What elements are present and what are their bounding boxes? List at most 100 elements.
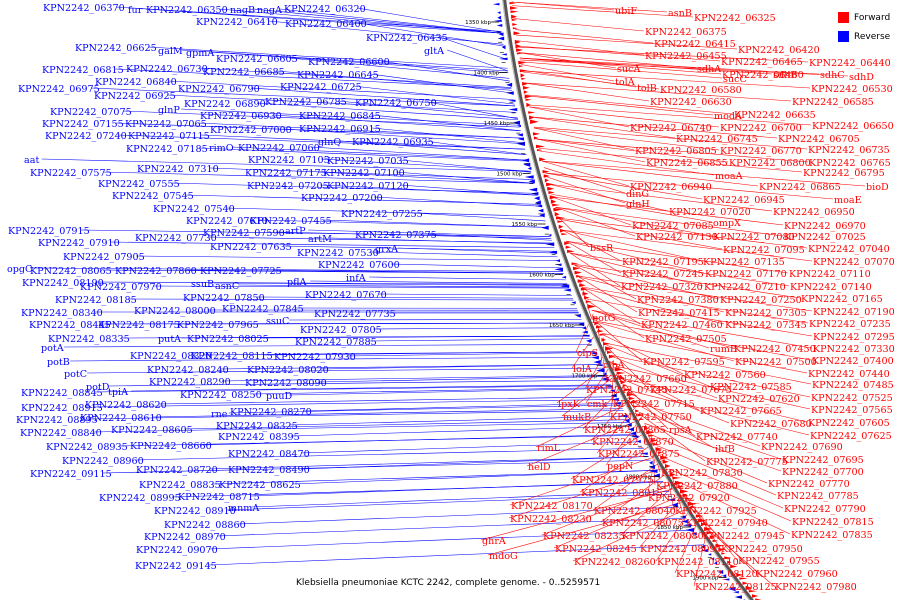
forward-feature xyxy=(519,65,523,67)
gene-label: KPN2242_06685 xyxy=(203,67,285,78)
gene-label: bioD xyxy=(866,182,889,193)
forward-feature xyxy=(601,338,606,342)
legend-reverse: Reverse xyxy=(838,27,900,46)
gene-label: tpiA xyxy=(108,387,129,398)
gene-label: KPN2242_07035 xyxy=(327,156,409,167)
gene-label: KPN2242_07110 xyxy=(789,269,871,280)
gene-label: KPN2242_07375 xyxy=(355,230,437,241)
gene-label: KPN2242_07025 xyxy=(784,232,866,243)
gene-label: KPN2242_08270 xyxy=(230,407,312,418)
gene-label: KPN2242_06370 xyxy=(43,3,125,14)
forward-feature xyxy=(663,460,669,464)
gene-label: KPN2242_08000 xyxy=(134,306,216,317)
gene-label: KPN2242_06325 xyxy=(694,13,776,24)
label-connector xyxy=(256,297,573,298)
gene-label: KPN2242_07600 xyxy=(318,260,400,271)
gene-label: moaE xyxy=(834,195,862,206)
gene-label: nagA xyxy=(257,5,283,16)
gene-label: KPN2242_07560 xyxy=(684,370,766,381)
gene-label: KPN2242_08065 xyxy=(30,266,112,277)
forward-feature xyxy=(579,283,586,287)
gene-label: KPN2242_07620 xyxy=(718,394,800,405)
gene-label: KPN2242_06700 xyxy=(720,123,802,134)
gene-label: KPN2242_07250 xyxy=(720,295,802,306)
gene-label: KPN2242_06770 xyxy=(720,146,802,157)
gene-label: KPN2242_07245 xyxy=(622,269,704,280)
reverse-feature xyxy=(576,314,581,318)
gene-label: KPN2242_08490 xyxy=(228,465,310,476)
gene-label: KPN2242_08040 xyxy=(594,506,676,517)
gene-label: KPN2242_07310 xyxy=(137,164,219,175)
gene-label: KPN2242_07205 xyxy=(247,181,329,192)
gene-label: KPN2242_06915 xyxy=(299,124,381,135)
gene-label: KPN2242_08860 xyxy=(164,520,246,531)
gene-label: KPN2242_08170 xyxy=(511,501,593,512)
gene-label: KPN2242_07605 xyxy=(808,418,890,429)
gene-label: KPN2242_07920 xyxy=(648,493,730,504)
gene-label: KPN2242_08080 xyxy=(622,531,704,542)
forward-feature xyxy=(559,225,564,229)
gene-label: galM xyxy=(158,46,183,57)
gene-label: KPN2242_07120 xyxy=(327,181,409,192)
forward-feature xyxy=(582,292,588,296)
gene-label: KPN2242_07575 xyxy=(30,168,112,179)
gene-label: KPN2242_07170 xyxy=(705,269,787,280)
gene-label: KPN2242_06930 xyxy=(200,111,282,122)
gene-label: KPN2242_06945 xyxy=(703,195,785,206)
gene-label: KPN2242_06725 xyxy=(280,82,362,93)
gene-label: KPN2242_06790 xyxy=(178,84,260,95)
forward-feature xyxy=(560,229,565,233)
scale-tick-label: 1500 kbp xyxy=(496,172,522,178)
gene-label: KPN2242_08610 xyxy=(80,413,162,424)
reverse-feature xyxy=(561,276,566,279)
reverse-feature xyxy=(528,167,532,170)
gene-label: KPN2242_06735 xyxy=(808,145,890,156)
gene-label: KPN2242_07775 xyxy=(706,457,788,468)
label-connector xyxy=(514,19,644,31)
forward-feature xyxy=(521,78,526,80)
gene-label: gpmA xyxy=(186,48,215,59)
reverse-feature xyxy=(582,326,586,329)
gene-label: KPN2242_06705 xyxy=(778,134,860,145)
gene-label: KPN2242_07880 xyxy=(656,481,738,492)
gene-label: KPN2242_06750 xyxy=(355,98,437,109)
gene-label: KPN2242_07770 xyxy=(768,479,850,490)
legend: Forward Reverse xyxy=(838,8,900,46)
reverse-feature xyxy=(506,83,512,87)
gene-label: KPN2242_07545 xyxy=(112,191,194,202)
gene-label: KPN2242_08715 xyxy=(178,492,260,503)
forward-feature xyxy=(545,178,549,182)
gene-label: KPN2242_07875 xyxy=(598,449,680,460)
gene-label: bssR xyxy=(590,243,614,254)
reverse-feature xyxy=(554,268,563,272)
gene-label: KPN2242_08935 xyxy=(46,442,128,453)
gene-label: KPN2242_06465 xyxy=(721,57,803,68)
gene-label: KPN2242_07925 xyxy=(675,506,757,517)
forward-feature xyxy=(603,342,610,345)
gene-label: KPN2242_07695 xyxy=(782,455,864,466)
gene-label: KPN2242_07140 xyxy=(790,282,872,293)
gene-label: KPN2242_07980 xyxy=(775,582,857,593)
reverse-feature xyxy=(557,263,562,266)
reverse-feature xyxy=(649,465,655,469)
label-connector xyxy=(89,410,624,419)
gene-label: KPN2242_07870 xyxy=(592,437,674,448)
gene-label: rumB xyxy=(710,344,737,355)
gene-label: KPN2242_08245 xyxy=(555,544,637,555)
label-connector xyxy=(512,6,693,17)
gene-label: KPN2242_07970 xyxy=(80,282,162,293)
gene-label: KPN2242_08025 xyxy=(187,334,269,345)
genome-map: 1350 kbp1400 kbp1450 kbp1500 kbp1550 kbp… xyxy=(0,0,900,600)
scale-tick-label: 1550 kbp xyxy=(511,222,537,228)
gene-label: KPN2242_08835 xyxy=(139,480,221,491)
gene-label: KPN2242_07945 xyxy=(703,531,785,542)
gene-label: ssuC xyxy=(266,316,289,327)
gene-label: KPN2242_06635 xyxy=(734,110,816,121)
gene-label: mnmA xyxy=(228,503,260,514)
reverse-feature xyxy=(735,595,742,599)
reverse-feature xyxy=(535,205,542,208)
gene-label: KPN2242_06890 xyxy=(184,99,266,110)
gene-label: KPN2242_06625 xyxy=(75,43,157,54)
forward-feature xyxy=(526,103,531,107)
gene-label: KPN2242_07530 xyxy=(297,248,379,259)
